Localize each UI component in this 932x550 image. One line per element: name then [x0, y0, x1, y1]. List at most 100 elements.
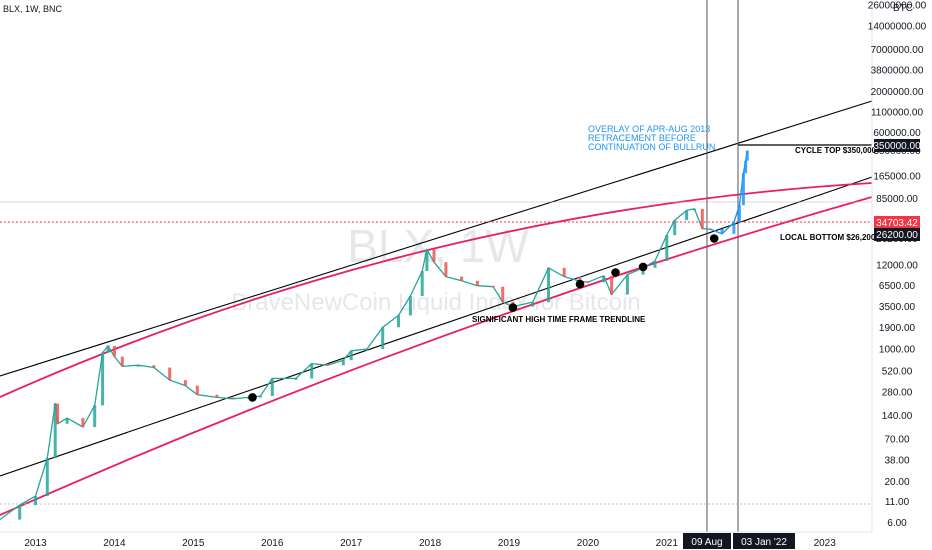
trendline-label: SIGNIFICANT HIGH TIME FRAME TRENDLINE: [472, 315, 646, 324]
price-candle: [491, 285, 495, 288]
svg-text:34703.42: 34703.42: [876, 218, 918, 229]
lower-channel-line: [0, 176, 873, 477]
price-candle: [365, 349, 369, 351]
price-candle: [168, 367, 172, 381]
symbol-header: BLX, 1W, BNC: [3, 4, 63, 14]
y-tick-label: 70.00: [884, 435, 909, 446]
price-candle: [106, 345, 110, 353]
projection-candle: [737, 205, 741, 223]
price-candle: [408, 295, 412, 316]
price-candle: [258, 396, 262, 398]
price-candle: [578, 276, 582, 282]
x-tick-label: 2019: [498, 538, 521, 549]
projection-candle: [741, 173, 745, 206]
trendline-touch-point: [508, 303, 518, 312]
price-candle: [653, 260, 657, 268]
trendline-touch-point: [575, 279, 585, 289]
y-tick-label: 1100000.00: [871, 107, 924, 118]
price-candle: [562, 267, 566, 277]
y-tick-label: 14000000.00: [868, 21, 927, 32]
price-candle: [215, 394, 219, 398]
y-tick-label: 165000.00: [873, 172, 921, 183]
y-tick-label: 3800000.00: [871, 66, 924, 77]
date-tag-jan: 03 Jan '22: [733, 533, 795, 549]
x-tick-label: 2020: [577, 538, 600, 549]
local-bottom-label: LOCAL BOTTOM $26,200: [780, 233, 876, 242]
x-tick-label: 2015: [182, 538, 205, 549]
y-tick-label: 85000.00: [876, 194, 918, 205]
trendline-touch-point: [638, 262, 648, 272]
price-candle: [18, 505, 22, 520]
price-candle: [326, 363, 329, 366]
price-candle: [625, 274, 629, 295]
y-tick-label: 38.00: [884, 455, 909, 466]
price-candle: [425, 249, 429, 271]
price-candle: [432, 249, 436, 263]
y-tick-label: 7000000.00: [871, 45, 924, 56]
projection-candle: [744, 160, 748, 174]
y-tick-label: 2000000.00: [871, 87, 924, 98]
price-candle: [93, 405, 97, 427]
price-candle: [420, 271, 424, 296]
price-candle: [602, 275, 606, 283]
price-tag-cycle-top: 350000.00: [873, 139, 921, 152]
y-tick-label: 6500.00: [879, 281, 916, 292]
trendline-touch-point: [248, 393, 257, 402]
y-tick-label: 280.00: [882, 388, 913, 399]
y-tick-label: 1900.00: [879, 323, 916, 334]
price-candle: [531, 302, 535, 307]
price-candle: [460, 276, 464, 281]
price-candle: [45, 458, 49, 497]
y-tick-label: 11.00: [885, 497, 910, 508]
overlay-note-line-2: RETRACEMENT BEFORE: [588, 133, 696, 143]
price-candle: [610, 275, 614, 295]
price-candle: [231, 397, 235, 399]
projection-candle: [745, 150, 749, 161]
price-candle: [665, 235, 669, 261]
price-candle: [341, 360, 345, 366]
price-candle: [183, 380, 187, 386]
price-candle: [641, 267, 645, 275]
y-tick-label: 140.00: [882, 411, 913, 422]
price-candle: [501, 286, 505, 303]
y-tick-label: 600000.00: [873, 128, 921, 139]
y-tick-label: 1000.00: [879, 345, 916, 356]
price-candle: [700, 208, 704, 229]
price-candle: [547, 267, 550, 303]
price-candle: [112, 345, 116, 357]
trendline-touch-point: [611, 268, 620, 277]
price-candle: [101, 352, 105, 406]
y-tick-label: 3500.00: [879, 302, 916, 313]
x-tick-label: 2014: [103, 538, 126, 549]
svg-text:09 Aug: 09 Aug: [691, 537, 722, 548]
price-candle: [381, 327, 385, 349]
price-candle: [294, 378, 298, 380]
svg-text:350000.00: 350000.00: [873, 141, 921, 152]
x-tick-label: 2021: [656, 538, 679, 549]
price-candle: [65, 418, 69, 424]
cycle-top-label: CYCLE TOP $350,000: [795, 146, 877, 155]
y-tick-label: 6.00: [887, 518, 907, 529]
price-candle: [152, 365, 156, 368]
price-candle: [136, 365, 140, 367]
price-candle: [586, 281, 590, 283]
price-candle: [692, 208, 696, 211]
price-candle: [120, 356, 124, 367]
price-candle: [34, 496, 37, 505]
projection-candle: [732, 222, 736, 234]
price-candle: [195, 385, 199, 395]
price-candle: [685, 210, 689, 221]
price-tag-local-bottom: 26200.00: [874, 228, 920, 241]
x-tick-label: 2013: [24, 538, 47, 549]
overlay-note-line-1: OVERLAY OF APR-AUG 2013: [588, 124, 710, 134]
price-candle: [81, 418, 85, 427]
trendline-touch-point: [709, 234, 719, 243]
y-axis-unit: BTC: [893, 3, 913, 14]
price-candle: [397, 315, 400, 328]
price-candle: [56, 403, 60, 424]
watermark-name: BraveNewCoin Liquid Index for Bitcoin: [231, 289, 641, 316]
upper-channel-line: [0, 100, 873, 377]
x-tick-label: 2017: [340, 538, 363, 549]
svg-text:26200.00: 26200.00: [876, 230, 918, 241]
